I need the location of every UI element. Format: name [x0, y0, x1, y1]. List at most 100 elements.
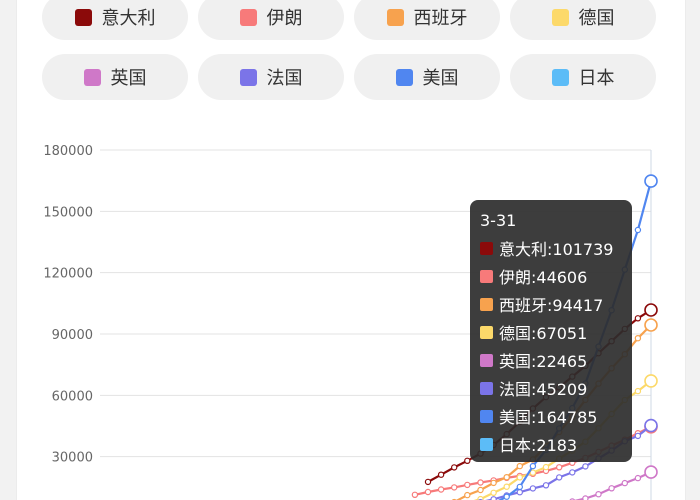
data-point — [634, 315, 642, 322]
legend-swatch — [551, 68, 569, 86]
legend-item[interactable]: 德国 — [510, 0, 656, 40]
legend-label: 伊朗 — [266, 8, 303, 29]
y-tick-label: 180000 — [43, 144, 93, 159]
tooltip-title: 3-31 — [480, 211, 517, 230]
data-point — [411, 491, 419, 498]
legend-label: 美国 — [422, 68, 459, 89]
data-point — [503, 474, 510, 481]
data-point — [634, 226, 642, 234]
tooltip-text: 德国:67051 — [499, 324, 588, 343]
tooltip-text: 意大利:101739 — [499, 240, 614, 259]
data-point — [437, 486, 445, 493]
data-point — [569, 469, 576, 476]
data-point — [644, 465, 658, 479]
data-point — [490, 479, 497, 487]
data-point — [464, 457, 471, 464]
legend-item[interactable]: 伊朗 — [198, 0, 344, 40]
data-point — [424, 488, 432, 496]
data-point — [556, 474, 563, 481]
data-point — [516, 462, 524, 470]
data-point — [634, 335, 642, 342]
legend-item[interactable]: 意大利 — [42, 0, 188, 40]
series-line — [573, 471, 652, 500]
tooltip-swatch — [480, 353, 493, 367]
data-point — [477, 495, 484, 500]
data-point — [621, 479, 629, 487]
data-point — [644, 318, 658, 332]
legend-label: 日本 — [578, 68, 615, 89]
data-point — [542, 482, 550, 489]
tooltip-swatch — [480, 409, 493, 423]
tooltip-row: 意大利:101739 — [480, 234, 622, 262]
data-point — [529, 469, 537, 476]
y-tick-label: 30000 — [52, 451, 93, 466]
tooltip-row: 日本:2183 — [480, 430, 622, 458]
data-point — [503, 483, 510, 490]
data-point — [490, 489, 497, 496]
data-point — [516, 483, 524, 491]
data-point — [556, 464, 563, 471]
data-point — [490, 496, 497, 500]
tooltip-row: 西班牙:94417 — [480, 290, 622, 318]
data-point — [451, 464, 458, 471]
tooltip-swatch — [480, 437, 493, 451]
tooltip-swatch — [480, 297, 493, 311]
data-point — [516, 489, 524, 496]
data-point — [582, 463, 589, 470]
legend-swatch — [83, 68, 101, 86]
legend-item[interactable]: 法国 — [198, 54, 344, 100]
legend-item[interactable]: 英国 — [42, 54, 188, 100]
tooltip-text: 法国:45209 — [499, 380, 588, 399]
data-point — [516, 474, 524, 481]
data-point — [503, 493, 510, 500]
data-point — [464, 481, 471, 489]
tooltip-text: 日本:2183 — [499, 436, 578, 455]
legend-item[interactable]: 美国 — [354, 54, 500, 100]
legend-label: 德国 — [578, 8, 615, 29]
legend-label: 西班牙 — [413, 8, 468, 29]
legend-swatch — [239, 8, 257, 26]
tooltip-swatch — [480, 269, 493, 283]
tooltip-swatch — [480, 325, 493, 339]
tooltip-text: 英国:22465 — [499, 352, 588, 371]
tooltip-swatch — [480, 381, 493, 395]
tooltip-swatch — [480, 241, 493, 255]
tooltip-text: 西班牙:94417 — [499, 296, 604, 315]
legend-label: 法国 — [266, 68, 303, 89]
data-point — [634, 432, 642, 440]
y-tick-label: 60000 — [52, 389, 93, 404]
tooltip-text: 美国:164785 — [499, 408, 598, 427]
y-tick-label: 90000 — [52, 328, 93, 343]
legend-item[interactable]: 西班牙 — [354, 0, 500, 40]
data-point — [424, 478, 432, 486]
legend-swatch — [395, 68, 413, 86]
tooltip-row: 伊朗:44606 — [480, 262, 622, 290]
data-point — [477, 486, 484, 494]
tooltip-row: 美国:164785 — [480, 402, 622, 430]
data-point — [437, 471, 445, 478]
y-tick-label: 120000 — [43, 267, 93, 282]
data-point — [644, 418, 658, 433]
y-tick-label: 150000 — [43, 205, 93, 220]
tooltip: 3-31 意大利:101739 伊朗:44606 西班牙:94417 德国:67051… — [470, 200, 632, 462]
data-point — [464, 491, 471, 499]
data-point — [542, 463, 550, 471]
data-point — [595, 491, 602, 498]
legend-swatch — [551, 8, 569, 26]
data-point — [644, 303, 658, 317]
tooltip-row: 德国:67051 — [480, 318, 622, 346]
data-point — [644, 374, 658, 388]
data-point — [529, 485, 537, 492]
data-point — [529, 462, 537, 470]
data-point — [582, 495, 589, 500]
legend-swatch — [386, 8, 404, 26]
legend-swatch — [239, 68, 257, 86]
tooltip-row: 英国:22465 — [480, 346, 622, 374]
data-point — [451, 484, 458, 491]
tooltip-row: 法国:45209 — [480, 374, 622, 402]
data-point — [634, 387, 642, 395]
legend-label: 意大利 — [101, 8, 156, 29]
data-point — [477, 479, 484, 486]
legend-swatch — [74, 8, 92, 26]
legend-item[interactable]: 日本 — [510, 54, 656, 100]
